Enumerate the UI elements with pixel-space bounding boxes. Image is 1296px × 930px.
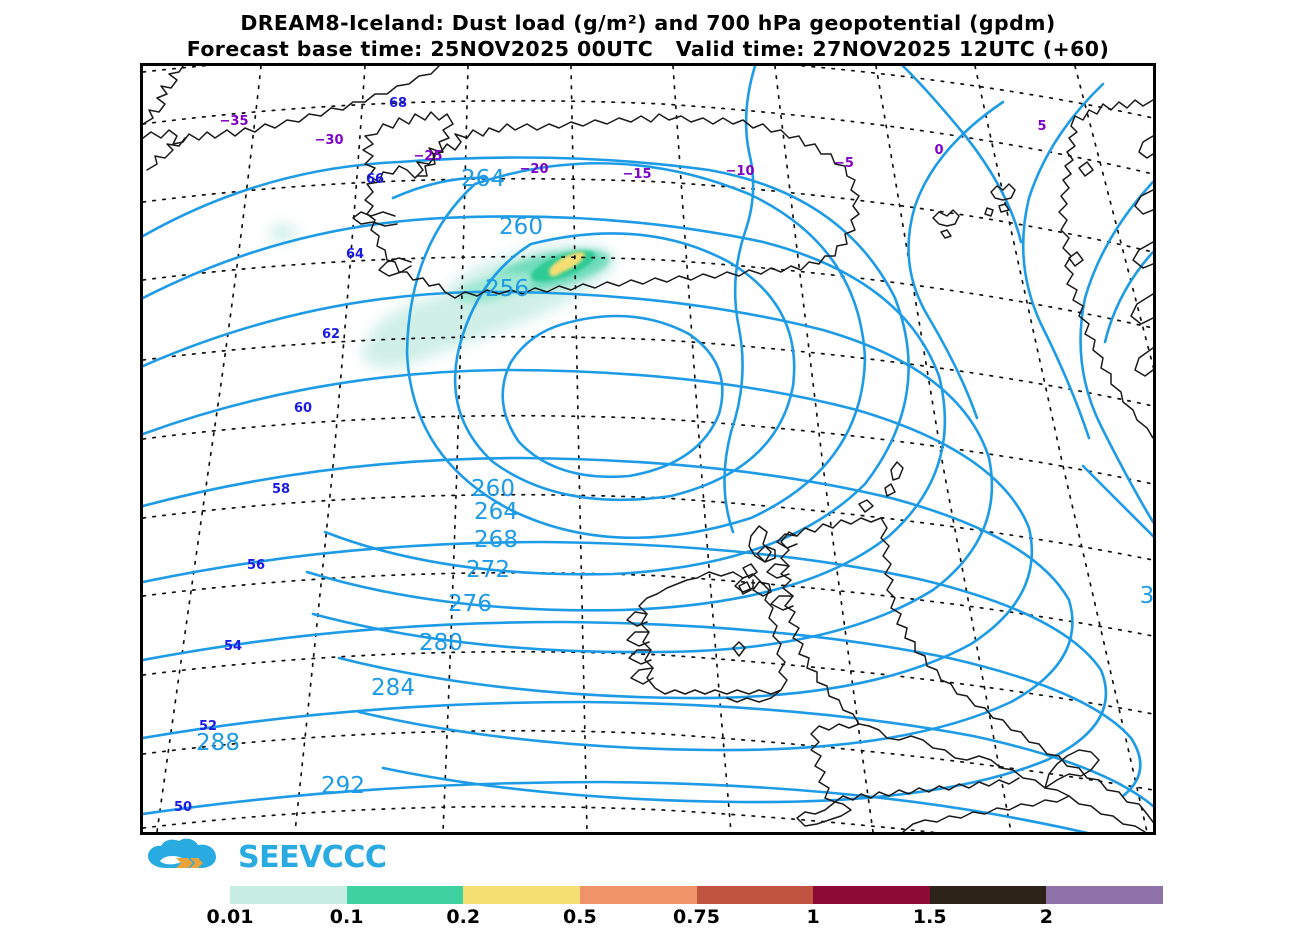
latitude-labels: 68 66 64 62 60 58 56 54 52 50	[174, 96, 407, 815]
contour-label: 264	[474, 499, 518, 525]
longitude-label: −10	[726, 164, 755, 179]
latitude-label: 50	[174, 800, 192, 815]
contour-label: 264	[461, 166, 505, 192]
colorbar-segment	[1046, 886, 1163, 904]
cloud-icon	[148, 838, 216, 868]
contour-label: 292	[321, 773, 365, 799]
contour-label: 256	[485, 276, 529, 302]
geopotential-contours	[143, 66, 1153, 832]
dust-load-shading	[269, 224, 616, 369]
colorbar-tick: 2	[1039, 906, 1053, 928]
contour-label: 280	[419, 630, 463, 656]
contour-label: 272	[466, 557, 510, 583]
colorbar-tick: 0.01	[206, 906, 254, 928]
longitude-labels: −35 −30 −25 −20 −15 −10 −5 0 5	[220, 114, 1047, 182]
contour-label: 268	[474, 527, 518, 553]
colorbar-tick: 0.1	[329, 906, 364, 928]
longitude-label: −35	[220, 114, 249, 129]
longitude-label: −30	[315, 133, 344, 148]
title-line-1: DREAM8-Iceland: Dust load (g/m²) and 700…	[240, 11, 1056, 35]
longitude-label: −25	[414, 149, 443, 164]
colorbar-segment	[463, 886, 580, 904]
latitude-label: 52	[199, 719, 217, 734]
latitude-label: 54	[224, 639, 242, 654]
longitude-label: 5	[1037, 119, 1046, 134]
colorbar-segment	[579, 886, 697, 904]
latitude-label: 66	[366, 172, 384, 187]
latitude-label: 58	[272, 482, 290, 497]
contour-label: 276	[448, 591, 492, 617]
colorbar-tick: 1.5	[912, 906, 947, 928]
colorbar-segment	[230, 886, 347, 904]
colorbar-tick: 0.75	[673, 906, 720, 928]
coastlines	[143, 66, 1153, 832]
page-title: DREAM8-Iceland: Dust load (g/m²) and 700…	[0, 10, 1296, 62]
logo-text: SEEVCCC	[238, 840, 387, 875]
latitude-label: 60	[294, 401, 312, 416]
colorbar-segment	[929, 886, 1047, 904]
contour-label: 260	[471, 476, 515, 502]
latitude-label: 56	[247, 558, 265, 573]
colorbar-tick: 0.2	[446, 906, 481, 928]
longitude-label: −20	[520, 162, 549, 177]
longitude-label: −15	[623, 167, 652, 182]
contour-label: 260	[499, 214, 543, 240]
latitude-label: 62	[322, 327, 340, 342]
contour-label: 288	[196, 730, 240, 756]
seevccc-logo: SEEVCCC	[146, 838, 387, 880]
longitude-label: 0	[934, 143, 943, 158]
latitude-label: 68	[389, 96, 407, 111]
colorbar-tick-labels: 0.01 0.1 0.2 0.5 0.75 1 1.5 2	[207, 906, 1163, 930]
colorbar-tick: 1	[806, 906, 820, 928]
map-frame[interactable]: 68 66 64 62 60 58 56 54 52 50 −35 −30 −25 −20 −15 −10−…	[140, 63, 1156, 835]
contour-label: 284	[371, 675, 415, 701]
title-line-2: Forecast base time: 25NOV2025 00UTC Vali…	[186, 37, 1110, 61]
colorbar-tick: 0.5	[563, 906, 597, 928]
longitude-label: −5	[834, 156, 854, 171]
colorbar-segment	[346, 886, 464, 904]
contour-label: 3	[1140, 583, 1153, 609]
colorbar-segment	[696, 886, 814, 904]
latitude-label: 64	[346, 247, 364, 262]
colorbar[interactable]	[230, 886, 1163, 904]
colorbar-segment	[813, 886, 930, 904]
